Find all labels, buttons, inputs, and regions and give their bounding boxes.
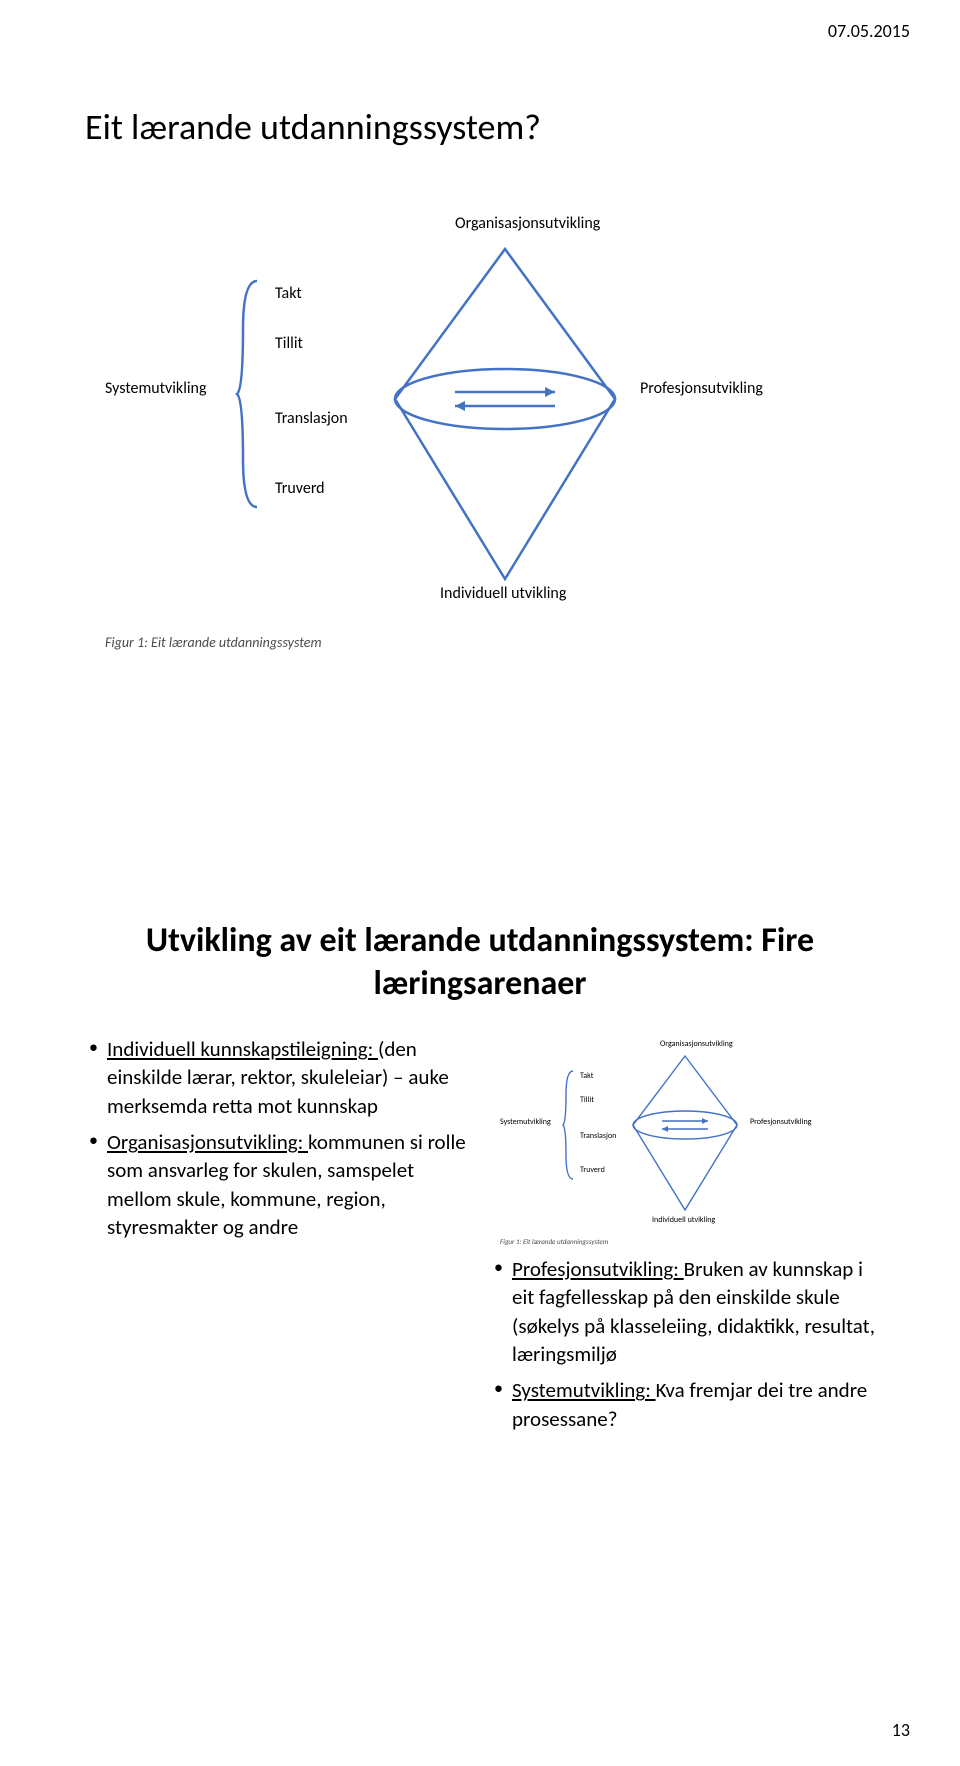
left-column: Individuell kunnskapstileigning: (den ei… xyxy=(85,1035,470,1441)
slide-1: Eit lærande utdanningssystem? Organisasj… xyxy=(85,105,875,634)
label-profesjon-sm: Profesjonsutvikling xyxy=(750,1117,811,1127)
bullet-individuell: Individuell kunnskapstileigning: (den ei… xyxy=(85,1035,470,1120)
label-takt: Takt xyxy=(275,284,302,303)
bracket-svg xyxy=(235,279,263,509)
label-organisasjon-sm: Organisasjonsutvikling xyxy=(660,1039,733,1049)
label-truverd-sm: Truverd xyxy=(580,1165,605,1175)
slide-2: Utvikling av eit lærande utdanningssyste… xyxy=(85,920,875,1441)
bullet-profesjon: Profesjonsutvikling: Bruken av kunnskap … xyxy=(490,1255,875,1368)
bullet-organisasjon: Organisasjonsutvikling: kommunen si roll… xyxy=(85,1128,470,1241)
label-tillit: Tillit xyxy=(275,334,303,353)
bullet-lead: Systemutvikling: xyxy=(512,1377,656,1403)
label-truverd: Truverd xyxy=(275,479,325,498)
slide2-columns: Individuell kunnskapstileigning: (den ei… xyxy=(85,1035,875,1441)
figure-caption: Figur 1: Eit lærande utdanningssystem xyxy=(105,634,322,651)
page-number: 13 xyxy=(892,1719,910,1741)
label-individuell-sm: Individuell utvikling xyxy=(652,1215,715,1225)
right-column: Organisasjonsutvikling Systemutvikling P… xyxy=(490,1035,875,1441)
label-organisasjon: Organisasjonsutvikling xyxy=(455,214,600,233)
label-takt-sm: Takt xyxy=(580,1071,593,1081)
bullet-lead: Profesjonsutvikling: xyxy=(512,1256,684,1282)
bullet-lead: Individuell kunnskapstileigning: xyxy=(107,1036,378,1062)
label-system: Systemutvikling xyxy=(105,379,206,398)
diagram-small: Organisasjonsutvikling Systemutvikling P… xyxy=(500,1035,820,1245)
diamond-svg-small xyxy=(630,1053,740,1213)
diagram-large: Organisasjonsutvikling Systemutvikling P… xyxy=(105,204,805,634)
bullet-system: Systemutvikling: Kva fremjar dei tre and… xyxy=(490,1376,875,1433)
label-translasjon-sm: Translasjon xyxy=(580,1131,616,1141)
figure-caption-sm: Figur 1: Eit lærande utdanningssystem xyxy=(500,1237,608,1246)
bracket-svg-small xyxy=(562,1070,576,1180)
diamond-svg xyxy=(385,244,625,584)
label-translasjon: Translasjon xyxy=(275,409,348,428)
page-date: 07.05.2015 xyxy=(828,20,910,42)
label-profesjon: Profesjonsutvikling xyxy=(640,379,763,398)
bullet-lead: Organisasjonsutvikling: xyxy=(107,1129,308,1155)
slide1-title: Eit lærande utdanningssystem? xyxy=(85,105,875,149)
label-individuell: Individuell utvikling xyxy=(440,584,566,603)
label-tillit-sm: Tillit xyxy=(580,1095,594,1105)
slide2-title: Utvikling av eit lærande utdanningssyste… xyxy=(85,920,875,1005)
label-system-sm: Systemutvikling xyxy=(500,1117,551,1127)
